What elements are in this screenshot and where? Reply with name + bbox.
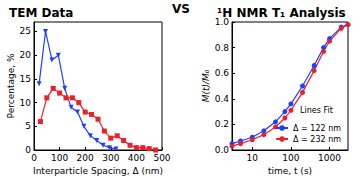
svg-text:10: 10: [20, 98, 32, 108]
svg-text:0: 0: [31, 153, 37, 163]
svg-text:0.0: 0.0: [215, 145, 230, 155]
svg-text:5: 5: [25, 121, 31, 131]
svg-text:200: 200: [77, 153, 94, 163]
svg-text:500: 500: [153, 153, 170, 163]
svg-text:15: 15: [20, 74, 31, 84]
svg-text:1.0: 1.0: [214, 17, 229, 27]
svg-text:300: 300: [102, 153, 119, 163]
svg-text:Interparticle Spacing, Δ (nm): Interparticle Spacing, Δ (nm): [33, 166, 163, 176]
svg-text:100: 100: [282, 153, 299, 163]
svg-text:10: 10: [246, 153, 258, 163]
svg-text:VS: VS: [172, 2, 190, 16]
svg-text:0.2: 0.2: [215, 119, 229, 129]
svg-text:M(t)/M₀: M(t)/M₀: [201, 69, 211, 102]
svg-text:100: 100: [51, 153, 68, 163]
svg-text:Δ = 122 nm: Δ = 122 nm: [293, 124, 341, 133]
svg-text:0: 0: [25, 145, 31, 155]
svg-text:time, t (s): time, t (s): [268, 166, 312, 176]
svg-text:25: 25: [20, 26, 31, 36]
svg-text:Lines Fit: Lines Fit: [300, 106, 333, 115]
svg-text:¹H NMR T₁ Analysis: ¹H NMR T₁ Analysis: [217, 6, 346, 20]
svg-text:TEM Data: TEM Data: [9, 6, 73, 20]
svg-text:0.8: 0.8: [215, 43, 230, 53]
svg-text:Δ = 232 nm: Δ = 232 nm: [293, 135, 341, 144]
svg-text:0.4: 0.4: [215, 94, 230, 104]
svg-text:20: 20: [20, 50, 32, 60]
svg-text:0.6: 0.6: [215, 68, 230, 78]
svg-text:400: 400: [128, 153, 145, 163]
svg-text:1000: 1000: [318, 153, 341, 163]
svg-text:Percentage, %: Percentage, %: [6, 53, 16, 118]
